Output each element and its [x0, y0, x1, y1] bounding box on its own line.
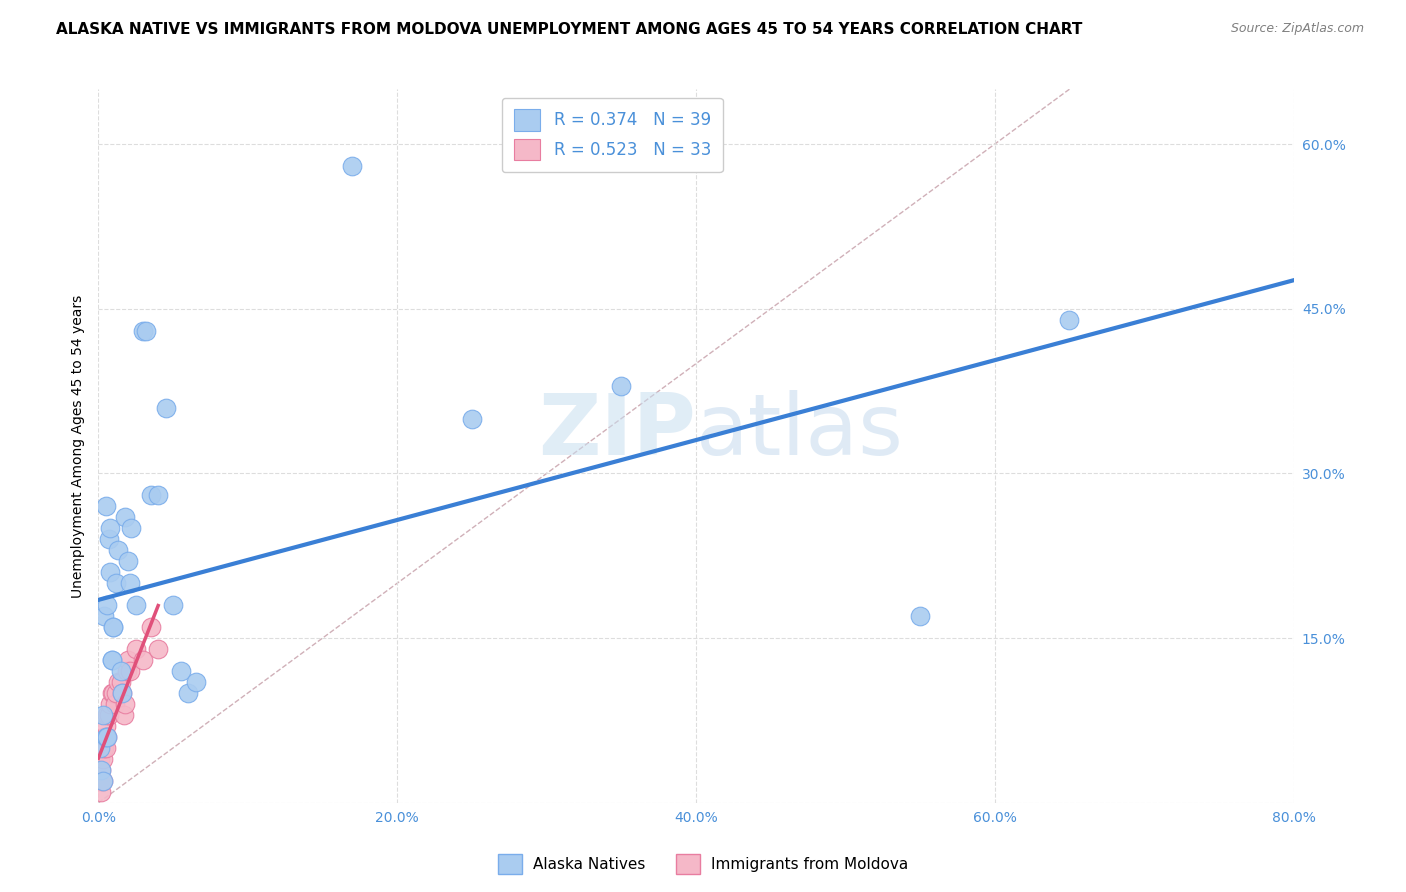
Point	[91, 773, 114, 788]
Point	[115, 664, 138, 678]
Point	[132, 324, 155, 338]
Point	[117, 653, 139, 667]
Point	[105, 686, 128, 700]
Legend: R = 0.374   N = 39, R = 0.523   N = 33: R = 0.374 N = 39, R = 0.523 N = 33	[502, 97, 723, 172]
Point	[98, 521, 122, 535]
Point	[114, 697, 136, 711]
Point	[98, 697, 122, 711]
Point	[908, 609, 931, 624]
Point	[97, 708, 120, 723]
Point	[91, 752, 114, 766]
Point	[103, 620, 125, 634]
Point	[97, 533, 120, 547]
Point	[169, 664, 191, 678]
Point	[89, 773, 111, 788]
Point	[112, 708, 135, 723]
Point	[132, 653, 155, 667]
Point	[177, 686, 200, 700]
Point	[155, 401, 177, 415]
Point	[118, 576, 141, 591]
Point	[125, 642, 148, 657]
Point	[94, 730, 117, 744]
Point	[105, 576, 128, 591]
Point	[1059, 312, 1081, 326]
Point	[103, 620, 125, 634]
Point	[110, 664, 132, 678]
Point	[184, 675, 207, 690]
Point	[94, 740, 117, 755]
Point	[114, 510, 136, 524]
Point	[139, 620, 162, 634]
Point	[93, 740, 115, 755]
Point	[93, 730, 115, 744]
Point	[91, 773, 114, 788]
Point	[110, 675, 132, 690]
Point	[111, 686, 134, 700]
Point	[89, 740, 111, 755]
Point	[96, 598, 118, 612]
Text: ZIP: ZIP	[538, 390, 696, 474]
Point	[117, 554, 139, 568]
Point	[118, 664, 141, 678]
Point	[90, 763, 112, 777]
Point	[135, 324, 157, 338]
Y-axis label: Unemployment Among Ages 45 to 54 years: Unemployment Among Ages 45 to 54 years	[70, 294, 84, 598]
Point	[342, 159, 364, 173]
Point	[148, 642, 170, 657]
Point	[103, 686, 125, 700]
Point	[98, 566, 122, 580]
Text: atlas: atlas	[696, 390, 904, 474]
Point	[96, 730, 118, 744]
Point	[120, 521, 142, 535]
Point	[101, 653, 124, 667]
Point	[125, 598, 148, 612]
Text: ALASKA NATIVE VS IMMIGRANTS FROM MOLDOVA UNEMPLOYMENT AMONG AGES 45 TO 54 YEARS : ALASKA NATIVE VS IMMIGRANTS FROM MOLDOVA…	[56, 22, 1083, 37]
Point	[89, 773, 111, 788]
Point	[111, 686, 134, 700]
Point	[93, 609, 115, 624]
Point	[162, 598, 184, 612]
Point	[139, 488, 162, 502]
Point	[104, 697, 127, 711]
Point	[101, 653, 124, 667]
Point	[94, 500, 117, 514]
Point	[610, 378, 633, 392]
Point	[91, 740, 114, 755]
Point	[107, 675, 129, 690]
Text: Source: ZipAtlas.com: Source: ZipAtlas.com	[1230, 22, 1364, 36]
Point	[461, 411, 484, 425]
Point	[89, 752, 111, 766]
Point	[96, 730, 118, 744]
Point	[101, 686, 124, 700]
Legend: Alaska Natives, Immigrants from Moldova: Alaska Natives, Immigrants from Moldova	[492, 848, 914, 880]
Point	[90, 740, 112, 755]
Point	[90, 785, 112, 799]
Point	[91, 708, 114, 723]
Point	[96, 708, 118, 723]
Point	[90, 763, 112, 777]
Point	[107, 543, 129, 558]
Point	[148, 488, 170, 502]
Point	[94, 719, 117, 733]
